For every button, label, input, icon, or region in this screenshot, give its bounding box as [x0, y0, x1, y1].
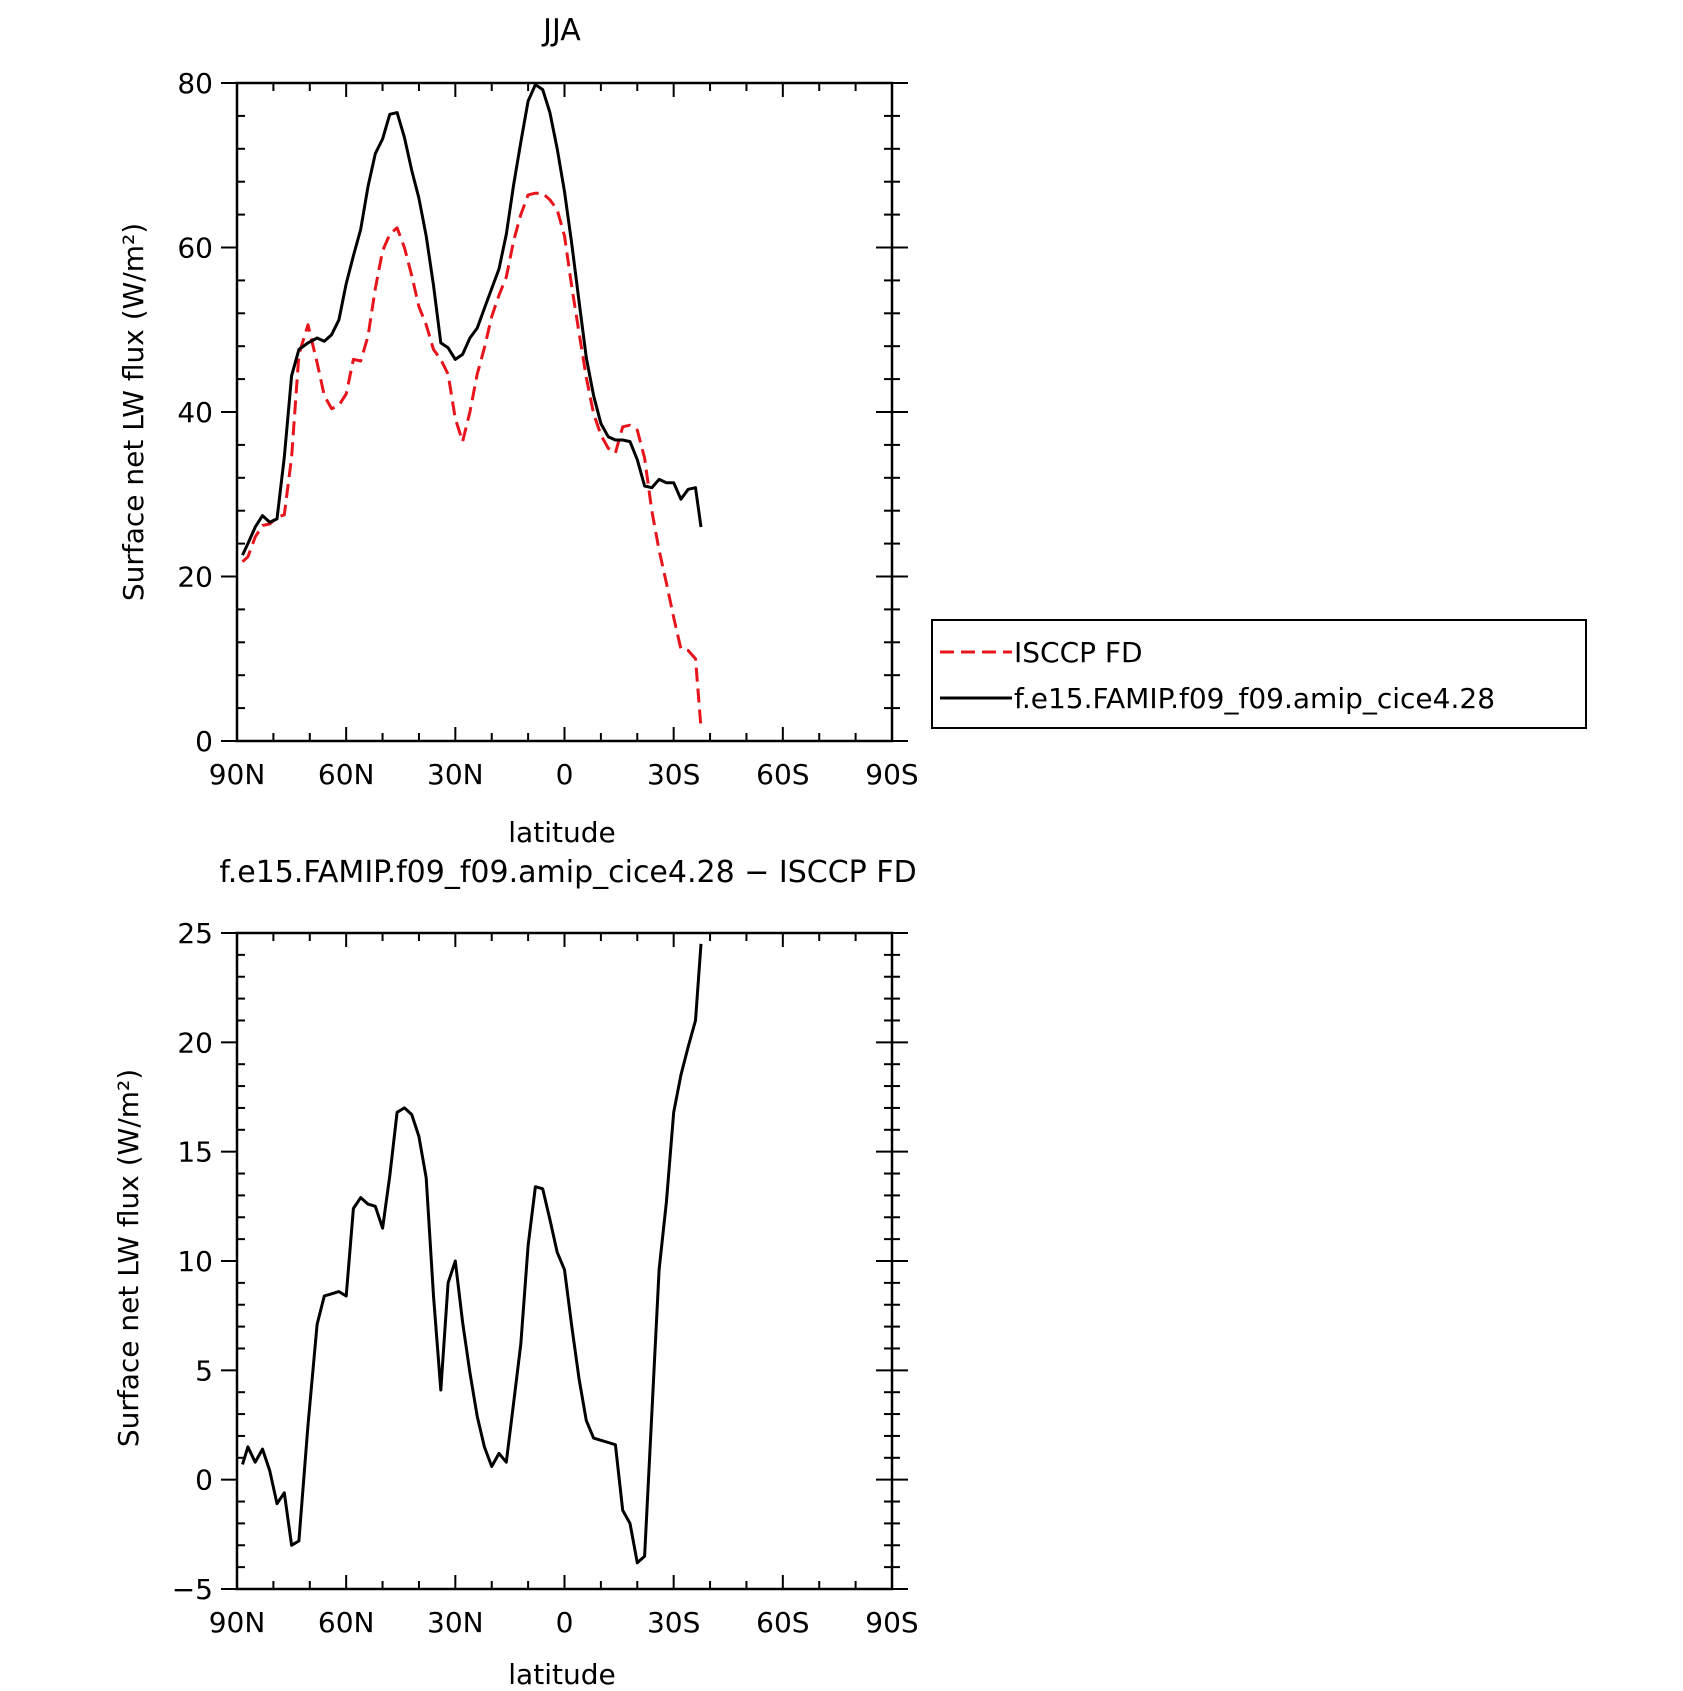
bottom-x-tick-label: 30S: [647, 1606, 700, 1639]
bottom-x-tick-label: 90S: [865, 1606, 918, 1639]
top-x-tick-label: 90N: [209, 758, 266, 791]
bottom-x-axis-label: latitude: [508, 1658, 615, 1691]
bottom-x-tick-label: 0: [556, 1606, 574, 1639]
top-y-tick-label: 0: [195, 725, 213, 758]
top-plot-frame: [235, 81, 894, 743]
top-y-tick-label: 40: [177, 396, 213, 429]
top-x-tick-label: 0: [556, 758, 574, 791]
bottom-x-tick-label: 30N: [427, 1606, 484, 1639]
top-x-tick-label: 90S: [865, 758, 918, 791]
top-y-axis-label: Surface net LW flux (W/m²): [117, 223, 150, 601]
top-series-isccp-fd-line: [241, 191, 703, 728]
bottom-series-model-line: [241, 943, 703, 1565]
legend: ISCCP FD f.e15.FAMIP.f09_f09.amip_cice4.…: [931, 619, 1587, 729]
bottom-x-tick-label: 60N: [318, 1606, 375, 1639]
bottom-y-tick-label: 20: [177, 1026, 213, 1059]
top-plot-area: 90N 60N 30N 0 30S 60S 90S 0 20 40 60 80: [177, 67, 918, 791]
top-y-tick-label: 60: [177, 232, 213, 265]
top-x-tick-label: 60S: [756, 758, 809, 791]
top-x-tick-label: 60N: [318, 758, 375, 791]
top-y-tick-label: 80: [177, 67, 213, 100]
bottom-x-tick-label: 60S: [756, 1606, 809, 1639]
bottom-plot-frame: [235, 931, 894, 1591]
top-series-model-line: [241, 83, 703, 556]
bottom-x-tick-label: 90N: [209, 1606, 266, 1639]
top-x-tick-label: 30S: [647, 758, 700, 791]
top-chart-title: JJA: [541, 13, 581, 48]
top-x-tick-label: 30N: [427, 758, 484, 791]
bottom-y-tick-label: 15: [177, 1136, 213, 1169]
top-x-axis-label: latitude: [508, 816, 615, 849]
top-panel: JJA 90N 60N 30N 0 30S 60S 90S 0 20 40 60 80 latitud…: [117, 13, 919, 849]
legend-label-model: f.e15.FAMIP.f09_f09.amip_cice4.28: [1014, 682, 1495, 715]
bottom-y-tick-label: 25: [177, 917, 213, 950]
bottom-panel: f.e15.FAMIP.f09_f09.amip_cice4.28 − ISCC…: [112, 855, 919, 1691]
bottom-plot-area: 90N 60N 30N 0 30S 60S 90S −5 0 5 10 15 20 25: [172, 917, 919, 1639]
bottom-y-tick-label: 5: [195, 1354, 213, 1387]
bottom-y-tick-label: 0: [195, 1464, 213, 1497]
bottom-y-axis-label: Surface net LW flux (W/m²): [112, 1069, 145, 1447]
legend-box: [931, 619, 1587, 729]
bottom-y-tick-label: 10: [177, 1245, 213, 1278]
bottom-y-tick-label: −5: [172, 1573, 213, 1606]
top-y-tick-label: 20: [177, 561, 213, 594]
bottom-chart-title: f.e15.FAMIP.f09_f09.amip_cice4.28 − ISCC…: [219, 855, 916, 890]
legend-label-isccp: ISCCP FD: [1014, 636, 1143, 669]
